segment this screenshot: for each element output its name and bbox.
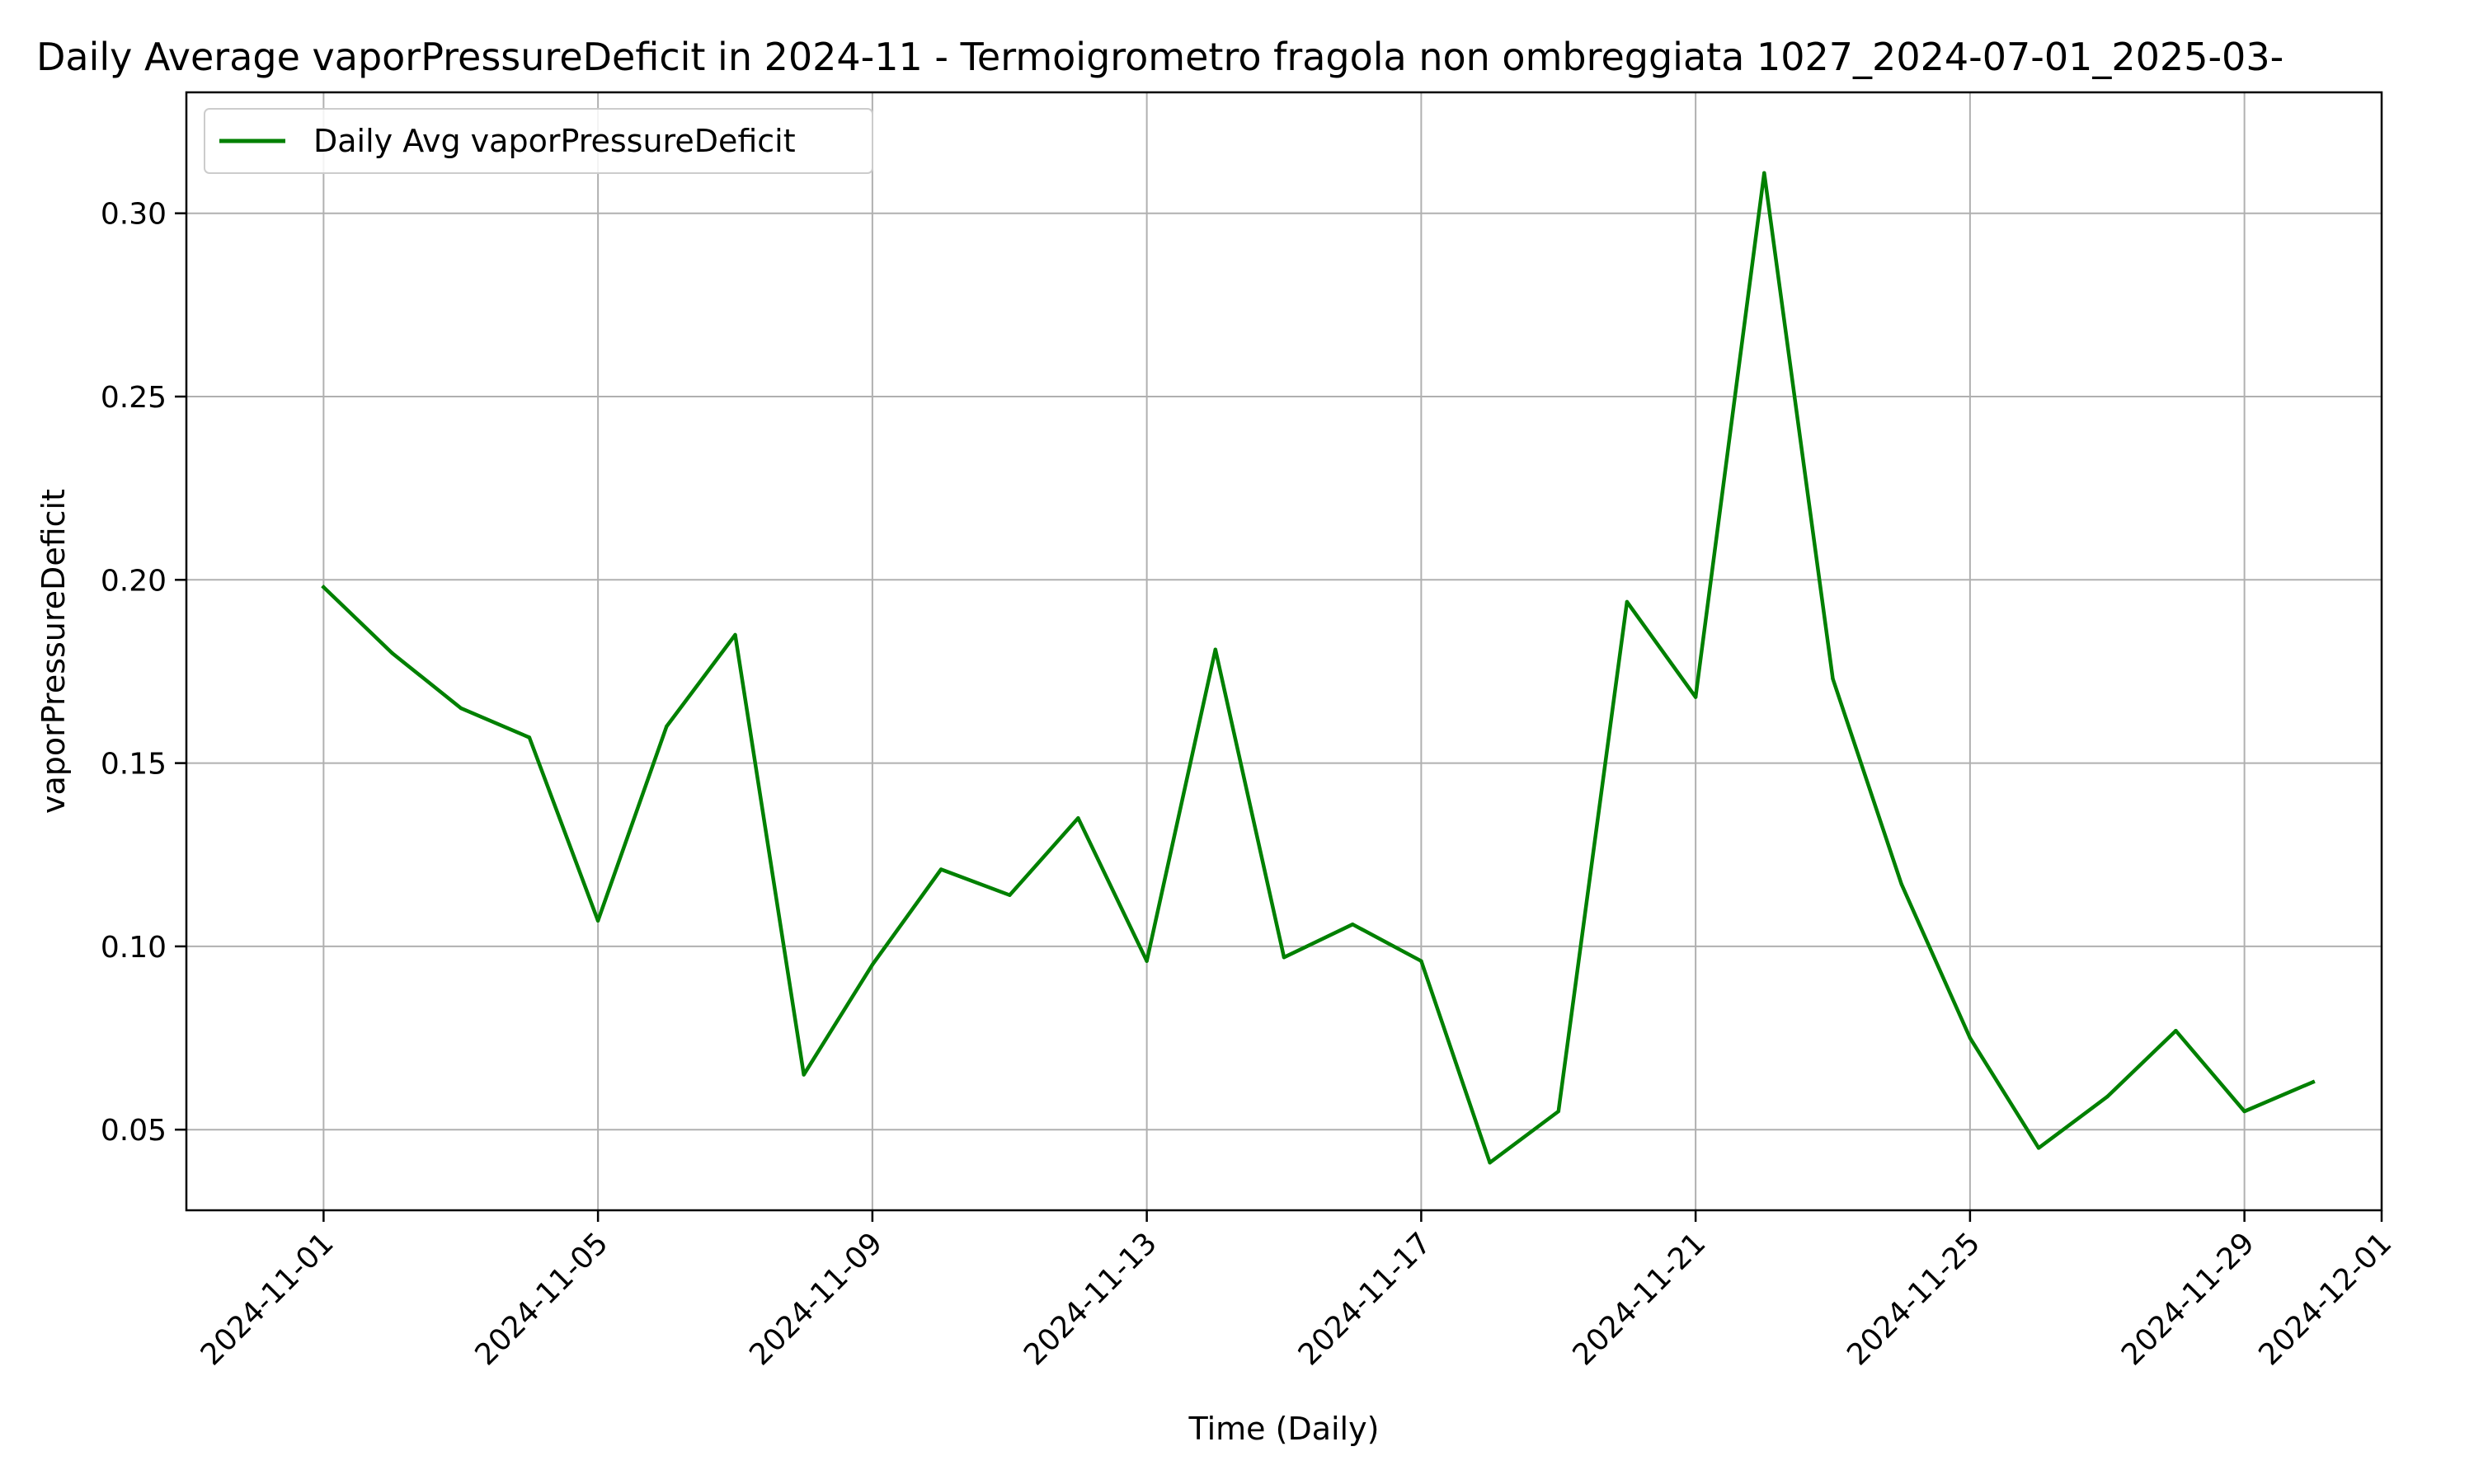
legend: Daily Avg vaporPressureDeficit [204,108,873,174]
data-point [870,962,875,967]
data-point [1625,599,1630,604]
y-tick-label: 0.05 [101,1114,167,1148]
data-point [459,706,463,711]
data-point [1693,695,1698,699]
data-point [665,724,669,729]
y-axis-ticks: 0.05 0.10 0.15 0.20 0.25 0.30 [101,198,186,1148]
data-point [1419,959,1423,963]
y-tick-label: 0.30 [101,198,167,232]
data-point [1213,647,1218,651]
data-point [1076,816,1080,820]
data-point [1899,882,1903,886]
data-point [2311,1080,2315,1084]
data-point [2036,1146,2041,1150]
data-point [938,867,943,871]
data-point [733,632,737,637]
data-point [2242,1109,2246,1114]
series-layer [321,171,2316,1165]
data-point [1968,1036,1973,1040]
legend-entry: Daily Avg vaporPressureDeficit [313,123,796,159]
data-point [1282,956,1286,960]
y-tick-label: 0.25 [101,381,167,415]
y-tick-label: 0.20 [101,564,167,598]
data-point [1008,893,1012,897]
data-point [2174,1029,2178,1033]
chart-title: Daily Average vaporPressureDeficit in 20… [36,35,2284,79]
y-tick-label: 0.15 [101,748,167,782]
plot-frame [185,91,2383,1212]
series-line [321,171,2316,1165]
data-point [1831,677,1835,681]
data-point [322,585,326,589]
legend-box [204,108,873,174]
data-point [1145,959,1149,963]
data-point [1351,923,1355,927]
y-axis-label: vaporPressureDeficit [35,489,72,814]
data-point [1488,1161,1492,1165]
data-point [1762,171,1766,175]
data-point [2105,1095,2109,1099]
data-point [802,1073,806,1077]
data-point [390,651,394,655]
data-point [595,918,600,923]
x-axis-label: Time (Daily) [1188,1411,1380,1447]
data-point [527,735,532,740]
data-point [1556,1109,1561,1114]
y-tick-label: 0.10 [101,931,167,965]
